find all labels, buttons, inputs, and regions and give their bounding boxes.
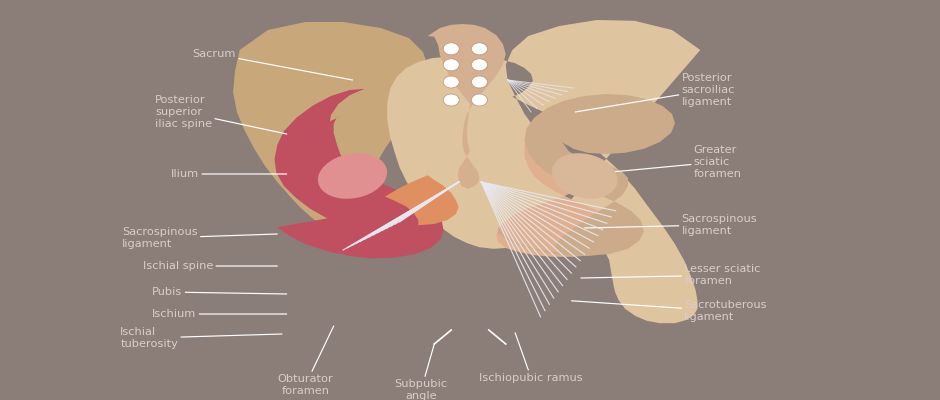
Text: Ilium: Ilium bbox=[171, 169, 287, 179]
Polygon shape bbox=[308, 115, 418, 243]
Ellipse shape bbox=[444, 59, 460, 71]
Ellipse shape bbox=[472, 94, 488, 106]
Ellipse shape bbox=[444, 43, 460, 55]
Polygon shape bbox=[428, 24, 506, 189]
Text: Sacrum: Sacrum bbox=[193, 49, 352, 80]
Polygon shape bbox=[274, 89, 444, 258]
Ellipse shape bbox=[472, 43, 488, 55]
Text: Subpubic
angle: Subpubic angle bbox=[395, 344, 447, 400]
Text: Posterior
superior
iliac spine: Posterior superior iliac spine bbox=[155, 95, 287, 134]
Text: Ischial
tuberosity: Ischial tuberosity bbox=[120, 327, 282, 349]
Text: Lesser sciatic
foramen: Lesser sciatic foramen bbox=[581, 264, 760, 286]
Text: Posterior
sacroiliac
ligament: Posterior sacroiliac ligament bbox=[575, 73, 735, 112]
Ellipse shape bbox=[472, 76, 488, 88]
Text: Sacrospinous
ligament: Sacrospinous ligament bbox=[585, 214, 757, 236]
Ellipse shape bbox=[318, 153, 387, 199]
Text: Ischial spine: Ischial spine bbox=[143, 261, 277, 271]
Ellipse shape bbox=[552, 153, 618, 199]
Text: Ischium: Ischium bbox=[152, 309, 287, 319]
Ellipse shape bbox=[472, 59, 488, 71]
Polygon shape bbox=[498, 94, 675, 256]
Polygon shape bbox=[496, 101, 658, 257]
Text: Sacrospinous
ligament: Sacrospinous ligament bbox=[122, 227, 277, 249]
Text: Obturator
foramen: Obturator foramen bbox=[277, 326, 334, 396]
Text: Greater
sciatic
foramen: Greater sciatic foramen bbox=[590, 146, 742, 178]
Text: Ischiopubic ramus: Ischiopubic ramus bbox=[479, 333, 583, 383]
Ellipse shape bbox=[444, 94, 460, 106]
Text: Sacrotuberous
ligament: Sacrotuberous ligament bbox=[572, 300, 767, 322]
Polygon shape bbox=[387, 20, 700, 323]
Text: Pubis: Pubis bbox=[152, 287, 287, 297]
Polygon shape bbox=[368, 175, 459, 225]
Polygon shape bbox=[233, 22, 428, 246]
Ellipse shape bbox=[444, 76, 460, 88]
